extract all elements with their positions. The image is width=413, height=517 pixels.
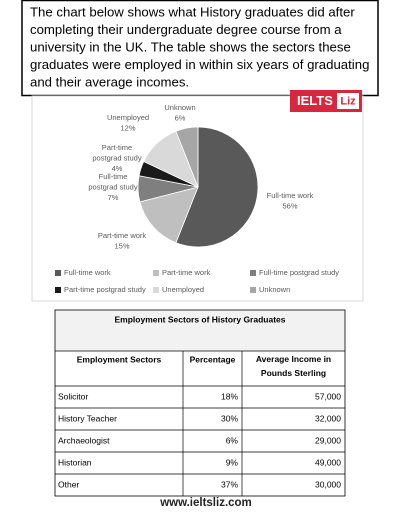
pie-label-line: Part-time work bbox=[98, 231, 147, 240]
pie-label-line: postgrad study bbox=[88, 182, 137, 191]
pie-slice bbox=[175, 126, 259, 248]
legend-text: Unemployed bbox=[162, 285, 204, 294]
table-header: Employment Sectors bbox=[77, 354, 162, 364]
legend-text: Part-time work bbox=[162, 268, 211, 277]
pie-label: Unknown bbox=[164, 103, 195, 112]
table-header-line: Average Income in bbox=[256, 354, 331, 364]
pie-slice bbox=[175, 126, 199, 188]
legend-swatch bbox=[153, 287, 159, 293]
pie-value-label: 4% bbox=[112, 164, 123, 173]
pie-label-line: Unemployed bbox=[107, 113, 149, 122]
table-frame bbox=[54, 309, 346, 497]
pie-value-label: 15% bbox=[114, 241, 129, 250]
table-cell: History Teacher bbox=[58, 413, 117, 423]
table-cell: Solicitor bbox=[58, 391, 88, 401]
table-title-bg bbox=[55, 310, 345, 351]
table-header: Average Income in Pounds Sterling bbox=[256, 354, 331, 378]
pie-label: Part-time postgrad study bbox=[92, 143, 141, 163]
table-cell: 6% bbox=[226, 435, 239, 445]
pie-label: Full-time postgrad study bbox=[88, 172, 137, 192]
prompt-box bbox=[21, 0, 379, 97]
table-title: Employment Sectors of History Graduates bbox=[115, 314, 286, 324]
table-cell: 9% bbox=[226, 457, 239, 467]
legend-text: Full-time postgrad study bbox=[259, 268, 339, 277]
legend-text: Full-time work bbox=[64, 268, 111, 277]
pie-value-label: 7% bbox=[108, 193, 119, 202]
pie-label-line: Part-time bbox=[102, 143, 132, 152]
pie-value-label: 12% bbox=[120, 123, 135, 132]
table-cell: 49,000 bbox=[315, 457, 341, 467]
badge-name: Liz bbox=[340, 95, 356, 107]
pie-value-label: 6% bbox=[175, 113, 186, 122]
badge-name-box bbox=[337, 93, 359, 109]
pie-value-label: 56% bbox=[282, 201, 297, 210]
table-cell: Other bbox=[58, 479, 79, 489]
table-header-line: Pounds Sterling bbox=[261, 368, 326, 378]
table-cell: Archaeologist bbox=[58, 435, 110, 445]
legend-swatch bbox=[250, 287, 256, 293]
prompt-line: graduates were employed in within six ye… bbox=[30, 57, 369, 72]
pie-label: Unemployed bbox=[107, 113, 149, 122]
prompt-line: and their average incomes. bbox=[30, 74, 189, 89]
pie-label: Part-time work bbox=[98, 231, 147, 240]
prompt-line: university in the UK. The table shows th… bbox=[30, 39, 351, 54]
table-cell: 30% bbox=[221, 413, 238, 423]
table-cell: Historian bbox=[58, 457, 92, 467]
pie-label: Full-time work bbox=[267, 191, 314, 200]
pie-slice bbox=[139, 186, 199, 244]
legend-swatch bbox=[153, 270, 159, 276]
prompt-line: completing their undergraduate degree co… bbox=[30, 22, 342, 37]
table-cell: 57,000 bbox=[315, 391, 341, 401]
legend-text: Part-time postgrad study bbox=[64, 285, 146, 294]
badge-brand: IELTS bbox=[297, 93, 333, 108]
pie-label-line: Full-time work bbox=[267, 191, 314, 200]
table-cell: 18% bbox=[221, 391, 238, 401]
legend-text: Unknown bbox=[259, 285, 290, 294]
pie-label-line: postgrad study bbox=[92, 153, 141, 162]
legend-swatch bbox=[55, 287, 61, 293]
footer: www.ieltsliz.com bbox=[159, 497, 252, 509]
prompt-line: The chart below shows what History gradu… bbox=[30, 4, 355, 19]
legend-swatch bbox=[55, 270, 61, 276]
table-cell: 30,000 bbox=[315, 479, 341, 489]
pie-label-line: Full-time bbox=[99, 172, 128, 181]
table-cell: 32,000 bbox=[315, 413, 341, 423]
legend-swatch bbox=[250, 270, 256, 276]
pie-label-line: Unknown bbox=[164, 103, 195, 112]
table-header: Percentage bbox=[190, 354, 236, 364]
table-cell: 29,000 bbox=[315, 435, 341, 445]
table-cell: 37% bbox=[221, 479, 238, 489]
